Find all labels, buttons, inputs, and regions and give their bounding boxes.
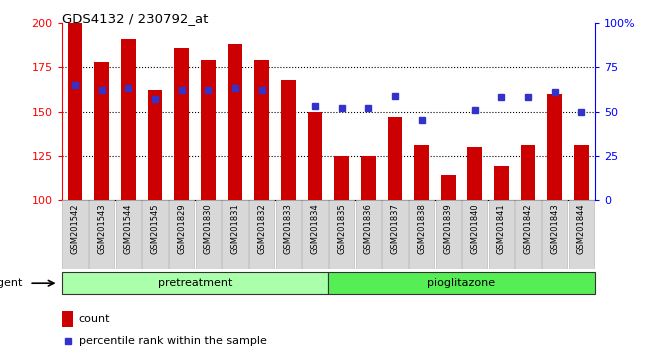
Text: count: count bbox=[79, 314, 110, 324]
Bar bbox=[227, 44, 242, 200]
Text: pretreatment: pretreatment bbox=[158, 278, 232, 288]
Text: percentile rank within the sample: percentile rank within the sample bbox=[79, 336, 266, 346]
Bar bbox=[489, 200, 514, 269]
Text: GSM201837: GSM201837 bbox=[391, 204, 399, 254]
Bar bbox=[302, 200, 328, 269]
Bar bbox=[521, 145, 536, 200]
Text: pioglitazone: pioglitazone bbox=[428, 278, 495, 288]
Text: GDS4132 / 230792_at: GDS4132 / 230792_at bbox=[62, 12, 208, 25]
Bar bbox=[307, 112, 322, 200]
Bar bbox=[436, 200, 461, 269]
Bar bbox=[515, 200, 541, 269]
Bar bbox=[249, 200, 274, 269]
Text: GSM201831: GSM201831 bbox=[231, 204, 239, 254]
Bar bbox=[116, 200, 141, 269]
Text: GSM201545: GSM201545 bbox=[151, 204, 159, 254]
Bar bbox=[276, 200, 301, 269]
Bar bbox=[547, 94, 562, 200]
Bar bbox=[68, 23, 83, 200]
Bar bbox=[254, 60, 269, 200]
Bar bbox=[361, 156, 376, 200]
Bar bbox=[281, 80, 296, 200]
Bar bbox=[142, 200, 168, 269]
Bar bbox=[387, 117, 402, 200]
Text: GSM201834: GSM201834 bbox=[311, 204, 319, 254]
Text: GSM201844: GSM201844 bbox=[577, 204, 586, 254]
Text: GSM201841: GSM201841 bbox=[497, 204, 506, 254]
Bar bbox=[462, 200, 488, 269]
Text: GSM201843: GSM201843 bbox=[551, 204, 559, 254]
Bar bbox=[569, 200, 594, 269]
Bar bbox=[201, 60, 216, 200]
Bar bbox=[334, 156, 349, 200]
Bar bbox=[467, 147, 482, 200]
Text: GSM201833: GSM201833 bbox=[284, 204, 292, 254]
Bar bbox=[328, 272, 595, 295]
Text: GSM201830: GSM201830 bbox=[204, 204, 213, 254]
Bar bbox=[574, 145, 589, 200]
Bar bbox=[148, 90, 162, 200]
Text: GSM201836: GSM201836 bbox=[364, 204, 372, 254]
Bar bbox=[414, 145, 429, 200]
Bar bbox=[542, 200, 567, 269]
Bar bbox=[329, 200, 354, 269]
Bar bbox=[62, 311, 73, 327]
Bar bbox=[62, 200, 88, 269]
Bar bbox=[62, 272, 328, 295]
Bar bbox=[222, 200, 248, 269]
Bar bbox=[441, 175, 456, 200]
Text: GSM201832: GSM201832 bbox=[257, 204, 266, 254]
Text: GSM201835: GSM201835 bbox=[337, 204, 346, 254]
Bar bbox=[409, 200, 434, 269]
Text: GSM201543: GSM201543 bbox=[98, 204, 106, 254]
Text: GSM201838: GSM201838 bbox=[417, 204, 426, 254]
Text: GSM201829: GSM201829 bbox=[177, 204, 186, 254]
Bar bbox=[494, 166, 509, 200]
Text: GSM201542: GSM201542 bbox=[71, 204, 79, 254]
Bar bbox=[196, 200, 221, 269]
Bar bbox=[356, 200, 381, 269]
Bar bbox=[89, 200, 114, 269]
Text: GSM201839: GSM201839 bbox=[444, 204, 452, 254]
Text: GSM201840: GSM201840 bbox=[471, 204, 479, 254]
Bar bbox=[174, 48, 189, 200]
Bar bbox=[169, 200, 194, 269]
Bar bbox=[94, 62, 109, 200]
Text: GSM201544: GSM201544 bbox=[124, 204, 133, 254]
Bar bbox=[382, 200, 408, 269]
Bar bbox=[121, 39, 136, 200]
Text: agent: agent bbox=[0, 278, 23, 288]
Text: GSM201842: GSM201842 bbox=[524, 204, 532, 254]
